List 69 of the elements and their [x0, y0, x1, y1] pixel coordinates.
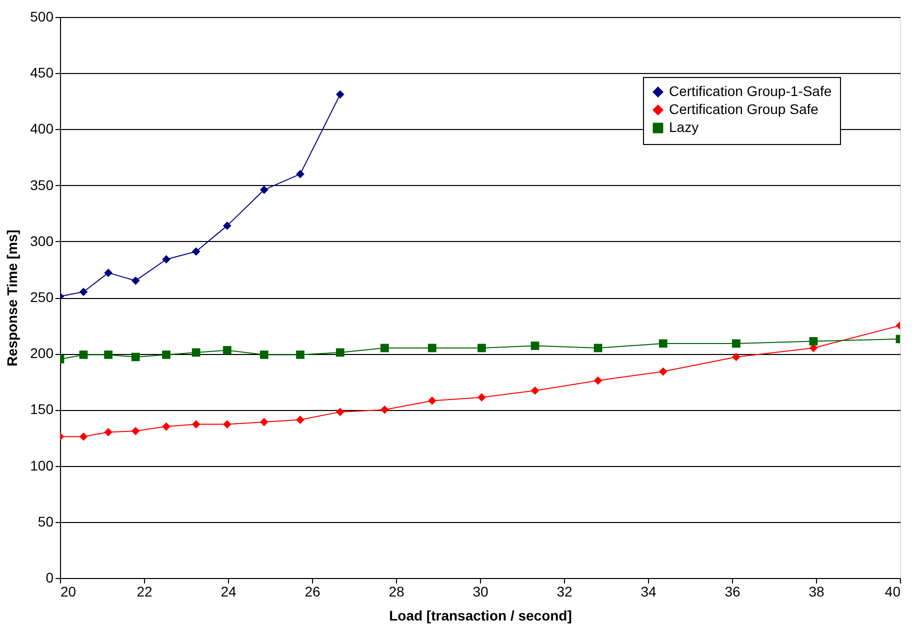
point	[104, 428, 112, 436]
point	[336, 90, 344, 99]
y-tick-label: 100	[30, 457, 54, 474]
point	[380, 344, 389, 352]
point	[131, 352, 140, 362]
point	[79, 350, 88, 359]
point	[428, 396, 436, 405]
point	[296, 350, 304, 359]
x-tick-label: 26	[304, 584, 320, 600]
point	[162, 422, 170, 431]
y-tick-label: 400	[30, 120, 54, 137]
y-tick-label: 300	[30, 232, 54, 249]
point	[428, 344, 436, 352]
point	[530, 342, 540, 350]
y-tick-label: 350	[30, 176, 54, 193]
point	[732, 339, 740, 348]
point	[162, 255, 170, 264]
point	[658, 339, 668, 348]
point	[162, 350, 170, 359]
point	[131, 426, 140, 436]
point	[594, 376, 602, 385]
x-tick-label: 32	[556, 584, 572, 600]
point	[104, 350, 112, 359]
point	[222, 420, 232, 428]
point	[809, 337, 818, 346]
x-tick-label: 30	[472, 584, 488, 600]
x-tick-label: 24	[220, 584, 236, 600]
x-tick-label: 36	[724, 584, 740, 600]
point	[336, 348, 344, 357]
point	[222, 346, 232, 354]
point	[658, 367, 668, 376]
y-axis-title: Response Time [ms]	[4, 230, 20, 366]
point	[477, 344, 486, 352]
point	[594, 344, 602, 352]
point	[296, 170, 304, 178]
point	[296, 416, 304, 424]
point	[192, 247, 200, 256]
point	[131, 276, 140, 285]
x-tick-label: 38	[808, 584, 824, 600]
point	[732, 352, 740, 362]
y-tick-label: 450	[30, 64, 54, 81]
y-tick-label: 500	[30, 8, 54, 24]
x-axis-title: Load [transaction / second]	[389, 608, 572, 624]
x-tick-label: 22	[136, 584, 152, 600]
point	[192, 420, 200, 428]
x-tick-label: 28	[388, 584, 404, 600]
point	[79, 432, 88, 441]
x-tick-label: 34	[640, 584, 656, 600]
point	[380, 406, 389, 414]
point	[477, 393, 486, 402]
x-tick-label: 20	[60, 584, 76, 600]
point	[260, 350, 268, 359]
y-tick-label: 250	[30, 289, 54, 305]
y-tick-label: 200	[30, 345, 54, 362]
point	[260, 418, 268, 426]
point	[79, 288, 88, 296]
legend-label: Certification Group Safe	[669, 101, 819, 117]
point	[260, 186, 268, 194]
point	[192, 348, 200, 357]
point	[222, 222, 232, 230]
y-tick-label: 0	[46, 570, 54, 586]
x-tick-label: 40	[884, 584, 901, 600]
point	[530, 386, 540, 395]
y-tick-label: 50	[38, 513, 54, 530]
legend-label: Lazy	[669, 119, 699, 135]
point	[104, 268, 112, 277]
point	[336, 408, 344, 416]
y-tick-label: 150	[30, 401, 54, 418]
legend-label: Certification Group-1-Safe	[669, 83, 832, 99]
